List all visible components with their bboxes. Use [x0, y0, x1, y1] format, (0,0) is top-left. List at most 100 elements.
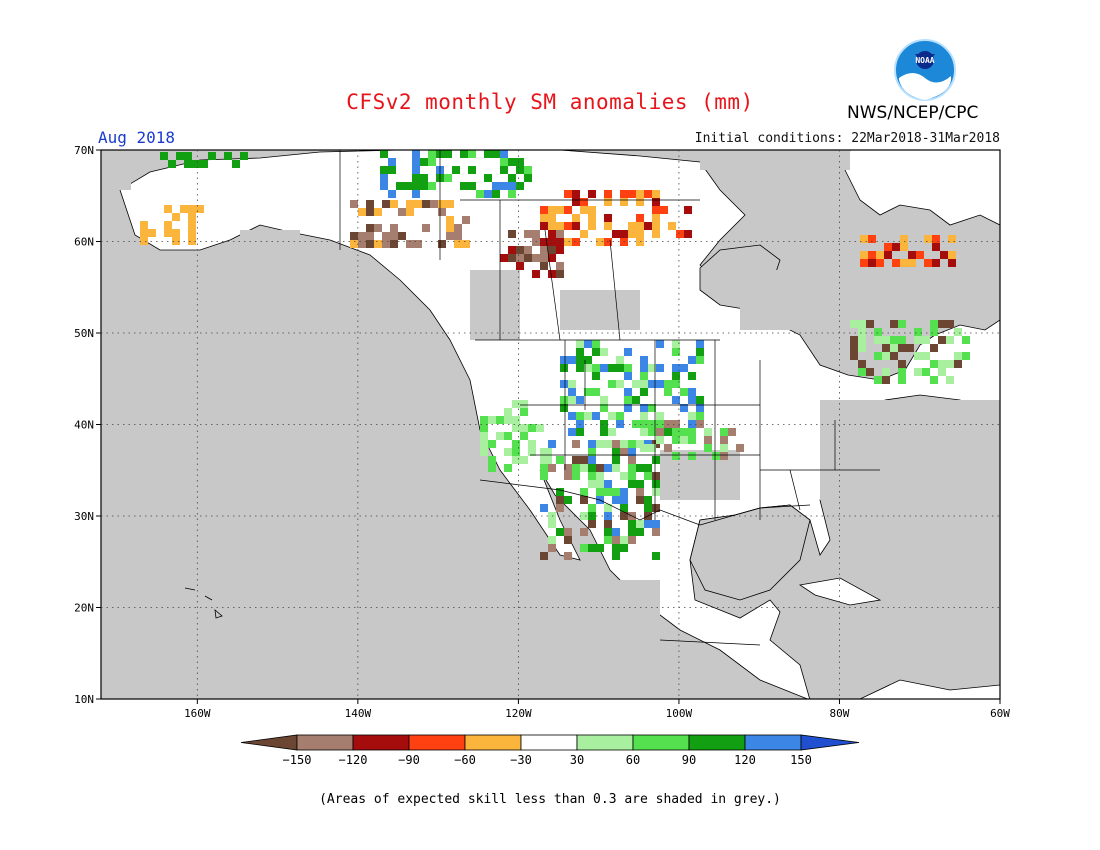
anomaly-cell [452, 166, 460, 174]
anomaly-cell [568, 388, 576, 396]
anomaly-cell [624, 404, 632, 412]
legend-label: −120 [339, 753, 368, 767]
anomaly-cell [446, 224, 454, 232]
anomaly-cell [480, 432, 488, 440]
anomaly-cell [932, 235, 940, 243]
anomaly-cell [720, 436, 728, 444]
anomaly-cell [632, 396, 640, 404]
anomaly-cell [656, 340, 664, 348]
anomaly-cell [620, 198, 628, 206]
anomaly-cell [188, 213, 196, 221]
anomaly-cell [860, 259, 868, 267]
anomaly-cell [592, 412, 600, 420]
anomaly-cell [656, 420, 664, 428]
anomaly-cell [596, 238, 604, 246]
anomaly-cell [350, 240, 358, 248]
anomaly-cell [688, 420, 696, 428]
anomaly-cell [892, 243, 900, 251]
lat-label: 20N [74, 602, 94, 615]
anomaly-cell [948, 235, 956, 243]
anomaly-cell [628, 472, 636, 480]
anomaly-cell [914, 352, 922, 360]
anomaly-cell [390, 232, 398, 240]
anomaly-cell [380, 174, 388, 182]
anomaly-cell [556, 222, 564, 230]
legend-swatch [296, 734, 354, 751]
anomaly-cell [422, 224, 430, 232]
anomaly-cell [628, 448, 636, 456]
anomaly-cell [874, 376, 882, 384]
anomaly-cell [656, 412, 664, 420]
anomaly-cell [736, 444, 744, 452]
anomaly-cell [480, 448, 488, 456]
lat-label: 10N [74, 693, 94, 706]
anomaly-cell [644, 222, 652, 230]
anomaly-cell [544, 456, 552, 464]
anomaly-cell [544, 448, 552, 456]
anomaly-cell [512, 416, 520, 424]
anomaly-cell [140, 229, 148, 237]
anomaly-cell [548, 544, 556, 552]
anomaly-cell [536, 424, 544, 432]
anomaly-cell [954, 352, 962, 360]
anomaly-cell [556, 528, 564, 536]
anomaly-cell [438, 240, 446, 248]
anomaly-cell [924, 259, 932, 267]
land-hawaii [184, 587, 223, 619]
anomaly-cell [188, 221, 196, 229]
anomaly-cell [492, 190, 500, 198]
anomaly-cell [164, 205, 172, 213]
noaa-logo-text: NOAA [915, 56, 934, 65]
anomaly-cell [916, 251, 924, 259]
anomaly-cell [868, 251, 876, 259]
anomaly-cell [620, 238, 628, 246]
anomaly-cell [568, 356, 576, 364]
anomaly-cell [504, 416, 512, 424]
lon-label: 140W [345, 707, 372, 720]
anomaly-cell [612, 552, 620, 560]
anomaly-cell [608, 380, 616, 388]
anomaly-cell [648, 404, 656, 412]
anomaly-cell [556, 496, 564, 504]
anomaly-cell [512, 400, 520, 408]
anomaly-cell [500, 166, 508, 174]
anomaly-cell [640, 364, 648, 372]
anomaly-cell [412, 174, 420, 182]
anomaly-cell [508, 182, 516, 190]
anomaly-cell [414, 200, 422, 208]
anomaly-cell [628, 528, 636, 536]
land-south-america [859, 679, 1000, 699]
lat-label: 60N [74, 236, 94, 249]
legend-swatch [464, 734, 522, 751]
anomaly-cell [516, 158, 524, 166]
anomaly-cell [500, 182, 508, 190]
anomaly-cell [508, 174, 516, 182]
anomaly-cell [720, 428, 728, 436]
lat-label: 70N [74, 144, 94, 157]
anomaly-cell [556, 488, 564, 496]
anomaly-cell [180, 205, 188, 213]
anomaly-cell [140, 237, 148, 245]
anomaly-cell [652, 488, 660, 496]
anomaly-cell [640, 380, 648, 388]
anomaly-cell [516, 262, 524, 270]
anomaly-cell [656, 364, 664, 372]
anomaly-cell [946, 320, 954, 328]
anomaly-cell [504, 464, 512, 472]
anomaly-cell [172, 237, 180, 245]
anomaly-cell [564, 464, 572, 472]
anomaly-cell [680, 404, 688, 412]
anomaly-cell [652, 206, 660, 214]
anomaly-cell [548, 270, 556, 278]
anomaly-cell [600, 364, 608, 372]
anomaly-cell [176, 152, 184, 160]
anomaly-cell [462, 240, 470, 248]
anomaly-cell [564, 536, 572, 544]
anomaly-cell [524, 166, 532, 174]
anomaly-cell [556, 504, 564, 512]
anomaly-cell [712, 452, 720, 460]
anomaly-cell [640, 356, 648, 364]
anomaly-cell [644, 504, 652, 512]
anomaly-cell [900, 259, 908, 267]
anomaly-cell [568, 380, 576, 388]
